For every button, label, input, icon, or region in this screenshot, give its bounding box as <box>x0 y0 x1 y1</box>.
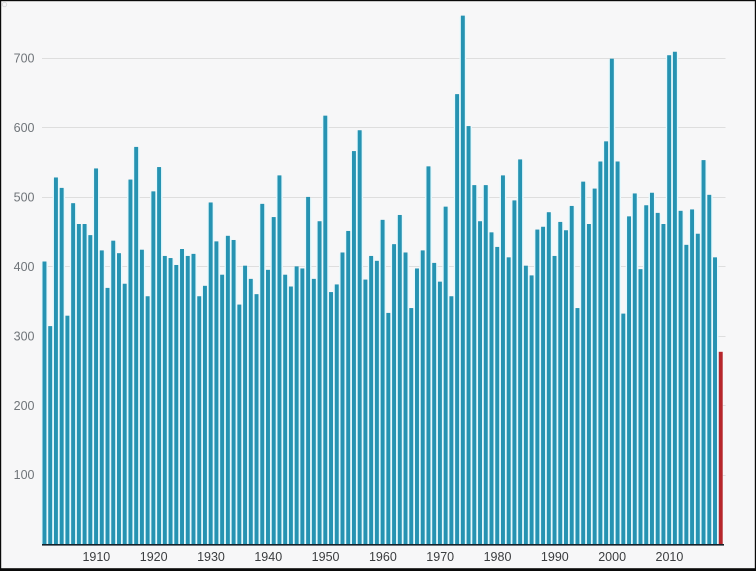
svg-text:400: 400 <box>14 260 35 274</box>
svg-text:1920: 1920 <box>140 550 168 564</box>
svg-text:600: 600 <box>14 121 35 135</box>
svg-text:2010: 2010 <box>656 550 684 564</box>
svg-text:300: 300 <box>14 329 35 343</box>
svg-text:1930: 1930 <box>197 550 225 564</box>
svg-text:1910: 1910 <box>82 550 110 564</box>
svg-text:200: 200 <box>14 399 35 413</box>
svg-text:1990: 1990 <box>541 550 569 564</box>
svg-text:1960: 1960 <box>369 550 397 564</box>
svg-text:2000: 2000 <box>598 550 626 564</box>
svg-text:500: 500 <box>14 190 35 204</box>
svg-text:1980: 1980 <box>484 550 512 564</box>
svg-text:100: 100 <box>14 468 35 482</box>
svg-text:1970: 1970 <box>426 550 454 564</box>
svg-text:700: 700 <box>14 52 35 66</box>
svg-text:1950: 1950 <box>312 550 340 564</box>
svg-text:1940: 1940 <box>254 550 282 564</box>
